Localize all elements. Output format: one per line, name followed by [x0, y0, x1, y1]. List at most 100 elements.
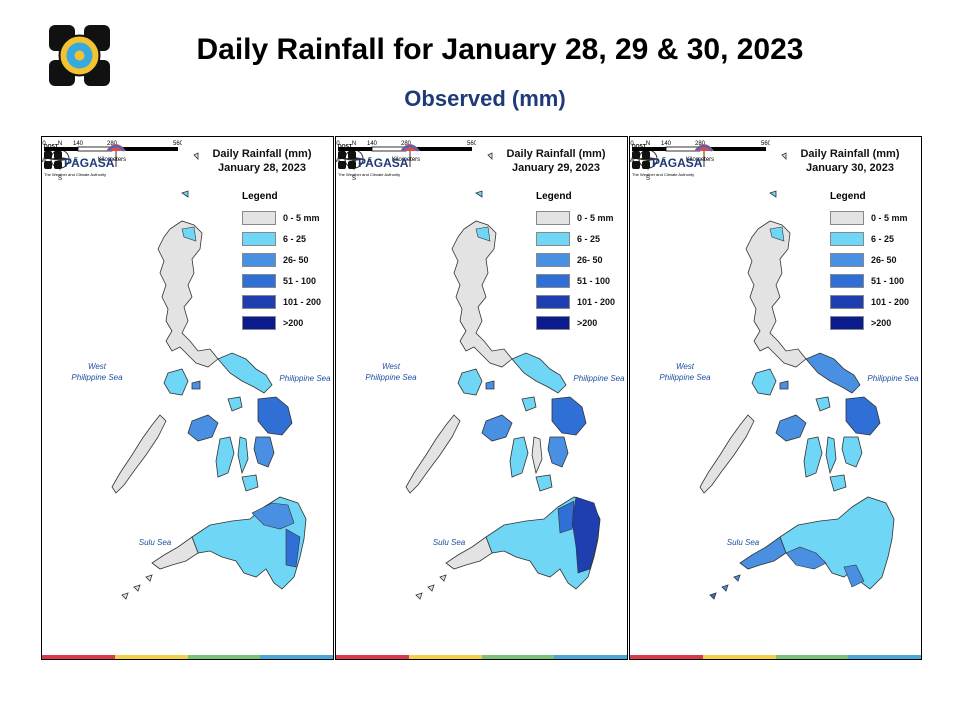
- island-bicol: [805, 352, 861, 394]
- legend-label: 6 - 25: [871, 234, 895, 244]
- pagasa-wordmark: PAGASA: [652, 156, 703, 170]
- pagasa-dost-label: DOST: [632, 144, 646, 150]
- island-mindoro: [457, 368, 483, 396]
- island-batanes: [487, 152, 493, 160]
- sea-label-line: Philippine Sea: [659, 373, 711, 382]
- color-strip-segment: [630, 655, 703, 659]
- legend-row: 101 - 200: [536, 294, 615, 310]
- island-palawan: [111, 414, 167, 494]
- legend-label: 101 - 200: [577, 297, 616, 307]
- legend-swatch: [830, 232, 864, 246]
- scale-tick-label: 560: [173, 141, 182, 147]
- scale-tick-label: 140: [367, 141, 378, 147]
- pagasa-tagline: The Weather and Climate Authority: [44, 172, 106, 177]
- pagasa-logo: DOST PAGASA The Weather and Climate Author…: [632, 144, 714, 177]
- legend-swatch: [536, 274, 570, 288]
- legend-swatch: [536, 295, 570, 309]
- island-leyte: [253, 436, 275, 468]
- legend-swatch: [242, 295, 276, 309]
- pagasa-tagline: The Weather and Climate Authority: [338, 172, 400, 177]
- legend-label: 0 - 5 mm: [871, 213, 908, 223]
- compass-label: W: [630, 158, 635, 164]
- island-cebu: [825, 436, 837, 475]
- sea-label-philippine-sea: Philippine Sea: [867, 374, 919, 383]
- sea-label-sulu-sea: Sulu Sea: [432, 538, 466, 547]
- island-sulu1: [733, 574, 741, 582]
- legend-row: >200: [830, 315, 891, 331]
- legend-label: 6 - 25: [577, 234, 601, 244]
- island-luzon: [745, 220, 807, 368]
- island-marind: [485, 380, 495, 390]
- legend-swatch: [536, 253, 570, 267]
- color-strip-segment: [702, 655, 776, 659]
- scale-tick-label: 280: [401, 141, 412, 147]
- pagasa-wordmark: PAGASA: [64, 156, 115, 170]
- island-babuyan: [181, 190, 189, 198]
- scale-unit-label: Kilometers: [392, 157, 420, 163]
- map-date: January 28, 2023: [217, 162, 307, 174]
- compass-label: W: [336, 158, 341, 164]
- rainfall-map-panel: N S E W Daily Rainfall (mm) January 28, 2023 L…: [41, 136, 334, 660]
- legend-row: 26- 50: [242, 252, 309, 268]
- island-babuyan: [769, 190, 777, 198]
- rainfall-map-panel: N S E W Daily Rainfall (mm) January 30, 2023 L…: [629, 136, 922, 660]
- island-negros: [803, 436, 823, 478]
- color-strip-segment: [42, 655, 115, 659]
- legend-row: 51 - 100: [536, 273, 610, 289]
- compass-label: S: [352, 176, 356, 181]
- color-strip: [336, 655, 627, 659]
- sea-label-sulu-sea: Sulu Sea: [726, 538, 760, 547]
- compass-label: N: [646, 141, 650, 147]
- island-palawan: [699, 414, 755, 494]
- legend-swatch: [242, 211, 276, 225]
- scale-tick-label: 140: [73, 141, 84, 147]
- legend-row: 6 - 25: [830, 231, 894, 247]
- legend-row: 6 - 25: [536, 231, 600, 247]
- rainfall-zone: [285, 528, 301, 568]
- legend-row: 6 - 25: [242, 231, 306, 247]
- scale-tick-label: 280: [107, 141, 118, 147]
- legend-swatch: [830, 274, 864, 288]
- page-subtitle: Observed (mm): [404, 86, 566, 111]
- legend-label: 6 - 25: [283, 234, 307, 244]
- legend-row: 101 - 200: [242, 294, 321, 310]
- scale-tick-label: 280: [695, 141, 706, 147]
- island-batanes: [193, 152, 199, 160]
- island-luzon: [451, 220, 513, 368]
- island-masbate: [521, 396, 537, 412]
- page-title: Daily Rainfall for January 28, 29 & 30, …: [196, 33, 804, 66]
- island-sulu3: [709, 592, 717, 600]
- legend-label: >200: [577, 318, 598, 328]
- legend-label: 51 - 100: [577, 276, 611, 286]
- map-date: January 29, 2023: [511, 162, 601, 174]
- island-bicol: [511, 352, 567, 394]
- legend-row: >200: [242, 315, 303, 331]
- legend-row: 0 - 5 mm: [536, 210, 614, 226]
- color-strip-segment: [775, 655, 849, 659]
- legend-label: >200: [283, 318, 304, 328]
- compass-label: E: [74, 158, 78, 164]
- sea-label-west-philippine-sea: West Philippine Sea: [62, 361, 132, 383]
- legend-label: 51 - 100: [283, 276, 317, 286]
- pagasa-dost-label: DOST: [338, 144, 352, 150]
- rainfall-zone: [571, 496, 601, 574]
- pagasa-logo: DOST PAGASA The Weather and Climate Author…: [44, 144, 126, 177]
- color-strip: [42, 655, 333, 659]
- legend-row: 0 - 5 mm: [830, 210, 908, 226]
- color-strip-segment: [114, 655, 188, 659]
- island-sulu3: [121, 592, 129, 600]
- legend-swatch: [830, 211, 864, 225]
- island-leyte: [841, 436, 863, 468]
- rainfall-map: [405, 152, 601, 600]
- island-samar: [845, 396, 881, 436]
- island-palawan: [405, 414, 461, 494]
- rainfall-zone: [475, 226, 491, 242]
- legend-swatch: [830, 253, 864, 267]
- island-masbate: [815, 396, 831, 412]
- island-sulu1: [439, 574, 447, 582]
- legend-swatch: [830, 295, 864, 309]
- sea-label-line: Philippine Sea: [71, 373, 123, 382]
- legend-label: 26- 50: [871, 255, 897, 265]
- map-title-line-1: Daily Rainfall (mm): [800, 148, 900, 160]
- island-negros: [215, 436, 235, 478]
